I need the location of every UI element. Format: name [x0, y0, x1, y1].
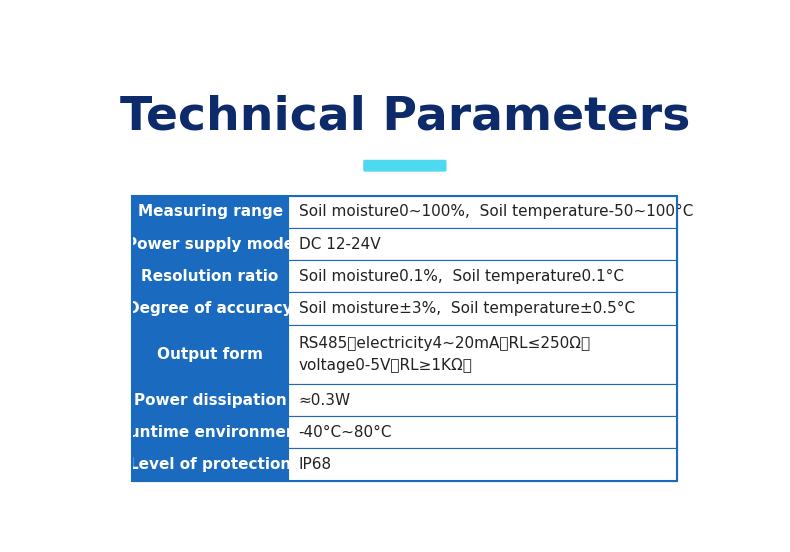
Bar	[133, 448, 288, 481]
Bar	[133, 416, 288, 448]
Text: DC 12-24V: DC 12-24V	[299, 237, 380, 252]
Bar	[288, 384, 677, 416]
Text: RS485、electricity4~20mA（RL≤250Ω）
voltage0-5V（RL≥1KΩ）: RS485、electricity4~20mA（RL≤250Ω） voltage…	[299, 336, 591, 373]
FancyBboxPatch shape	[363, 160, 446, 172]
Text: Level of protection: Level of protection	[129, 457, 292, 472]
Text: Power supply mode: Power supply mode	[126, 237, 294, 252]
Text: Runtime environment: Runtime environment	[116, 425, 303, 440]
Text: ≈0.3W: ≈0.3W	[299, 392, 351, 408]
Bar	[133, 384, 288, 416]
Bar	[133, 196, 677, 481]
Text: Soil moisture0.1%,  Soil temperature0.1°C: Soil moisture0.1%, Soil temperature0.1°C	[299, 269, 624, 284]
Bar	[288, 325, 677, 384]
Text: Technical Parameters: Technical Parameters	[120, 95, 690, 140]
Text: Measuring range: Measuring range	[137, 204, 283, 220]
Bar	[288, 448, 677, 481]
Text: Power dissipation: Power dissipation	[134, 392, 287, 408]
Bar	[133, 260, 288, 293]
Bar	[133, 196, 288, 228]
Text: Degree of accuracy: Degree of accuracy	[127, 301, 293, 316]
Text: Soil moisture0~100%,  Soil temperature-50~100°C: Soil moisture0~100%, Soil temperature-50…	[299, 204, 693, 220]
Text: Soil moisture±3%,  Soil temperature±0.5°C: Soil moisture±3%, Soil temperature±0.5°C	[299, 301, 635, 316]
Bar	[288, 416, 677, 448]
Bar	[133, 228, 288, 260]
Text: IP68: IP68	[299, 457, 332, 472]
Text: Output form: Output form	[157, 347, 263, 362]
Bar	[288, 293, 677, 325]
Bar	[288, 196, 677, 228]
Bar	[133, 293, 288, 325]
Bar	[133, 325, 288, 384]
Text: Resolution ratio: Resolution ratio	[141, 269, 279, 284]
Text: -40°C~80°C: -40°C~80°C	[299, 425, 393, 440]
Bar	[288, 260, 677, 293]
Bar	[288, 228, 677, 260]
